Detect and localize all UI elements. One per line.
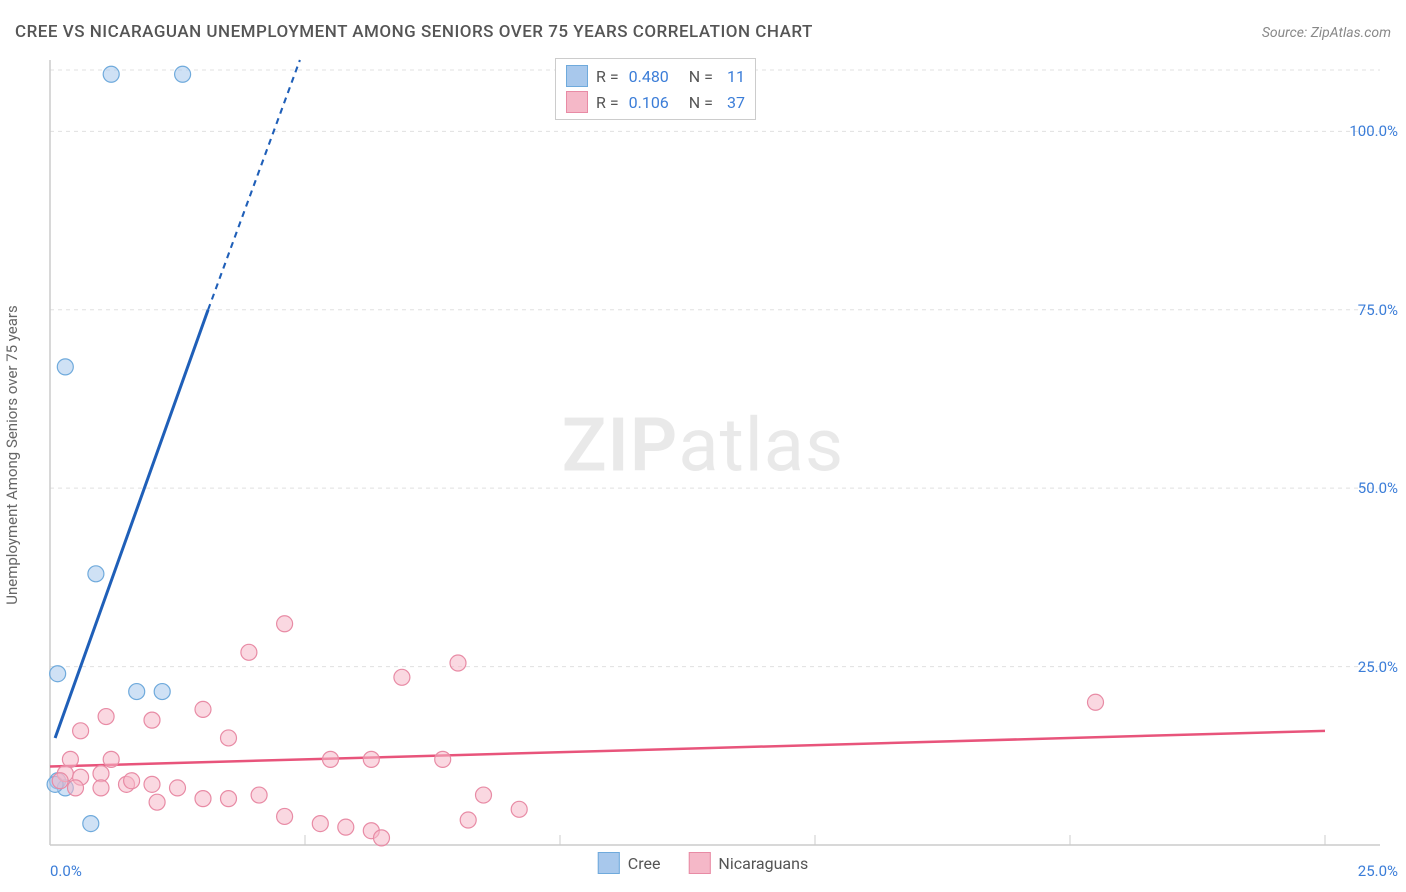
data-point-nicaraguans (62, 751, 78, 767)
chart-title: CREE VS NICARAGUAN UNEMPLOYMENT AMONG SE… (15, 22, 813, 42)
corr-n-value: 37 (723, 93, 745, 112)
legend-item: Nicaraguans (688, 852, 808, 874)
data-point-nicaraguans (511, 801, 527, 817)
legend-label: Nicaraguans (718, 854, 808, 873)
corr-r-label: R = (596, 93, 619, 112)
data-point-nicaraguans (68, 780, 84, 796)
data-point-nicaraguans (460, 812, 476, 828)
data-point-nicaraguans (251, 787, 267, 803)
data-point-nicaraguans (476, 787, 492, 803)
data-point-nicaraguans (277, 808, 293, 824)
data-point-nicaraguans (195, 701, 211, 717)
data-point-nicaraguans (277, 616, 293, 632)
data-point-nicaraguans (144, 776, 160, 792)
data-point-nicaraguans (221, 791, 237, 807)
correlation-row: R = 0.480 N = 11 (566, 63, 745, 89)
data-point-nicaraguans (149, 794, 165, 810)
data-point-nicaraguans (170, 780, 186, 796)
legend-swatch-icon (688, 852, 710, 874)
legend-swatch-icon (566, 91, 588, 113)
legend-item: Cree (598, 852, 661, 874)
legend-swatch-icon (598, 852, 620, 874)
y-tick-label: 50.0% (1358, 479, 1398, 497)
data-point-nicaraguans (435, 751, 451, 767)
data-point-nicaraguans (374, 830, 390, 846)
y-tick-label: 25.0% (1358, 658, 1398, 676)
data-point-nicaraguans (323, 751, 339, 767)
correlation-legend: R = 0.480 N = 11 R = 0.106 N = 37 (555, 58, 756, 120)
y-tick-label: 100.0% (1349, 122, 1398, 140)
x-tick-label: 0.0% (50, 862, 82, 880)
data-point-nicaraguans (338, 819, 354, 835)
data-point-nicaraguans (195, 791, 211, 807)
y-axis-label: Unemployment Among Seniors over 75 years (3, 305, 21, 604)
plot-area (45, 55, 1390, 865)
data-point-cree (83, 816, 99, 832)
x-tick-label: 25.0% (1358, 862, 1398, 880)
corr-r-label: R = (596, 67, 619, 86)
correlation-row: R = 0.106 N = 37 (566, 89, 745, 115)
corr-r-value: 0.106 (629, 93, 669, 112)
data-point-nicaraguans (103, 751, 119, 767)
scatter-chart-svg (45, 55, 1390, 865)
data-point-cree (88, 566, 104, 582)
data-point-nicaraguans (144, 712, 160, 728)
corr-n-value: 11 (723, 67, 745, 86)
legend-label: Cree (628, 854, 661, 873)
data-point-cree (57, 359, 73, 375)
data-point-nicaraguans (124, 773, 140, 789)
data-point-nicaraguans (394, 669, 410, 685)
data-point-nicaraguans (241, 644, 257, 660)
chart-source: Source: ZipAtlas.com (1262, 25, 1391, 41)
corr-r-value: 0.480 (629, 67, 669, 86)
data-point-cree (103, 66, 119, 82)
data-point-nicaraguans (98, 709, 114, 725)
corr-n-label: N = (689, 93, 713, 112)
y-tick-label: 75.0% (1358, 301, 1398, 319)
data-point-nicaraguans (93, 780, 109, 796)
data-point-nicaraguans (1088, 694, 1104, 710)
series-legend: Cree Nicaraguans (598, 852, 808, 874)
data-point-nicaraguans (73, 723, 89, 739)
data-point-cree (175, 66, 191, 82)
legend-swatch-icon (566, 65, 588, 87)
chart-header: CREE VS NICARAGUAN UNEMPLOYMENT AMONG SE… (15, 22, 1391, 42)
data-point-nicaraguans (363, 751, 379, 767)
data-point-nicaraguans (52, 773, 68, 789)
data-point-cree (129, 684, 145, 700)
data-point-nicaraguans (221, 730, 237, 746)
corr-n-label: N = (689, 67, 713, 86)
data-point-nicaraguans (93, 766, 109, 782)
data-point-cree (154, 684, 170, 700)
data-point-cree (50, 666, 66, 682)
trend-line-nicaraguans (50, 731, 1325, 767)
trend-line-cree (55, 310, 208, 738)
data-point-nicaraguans (450, 655, 466, 671)
trend-line-dash-cree (208, 60, 300, 310)
data-point-nicaraguans (312, 816, 328, 832)
